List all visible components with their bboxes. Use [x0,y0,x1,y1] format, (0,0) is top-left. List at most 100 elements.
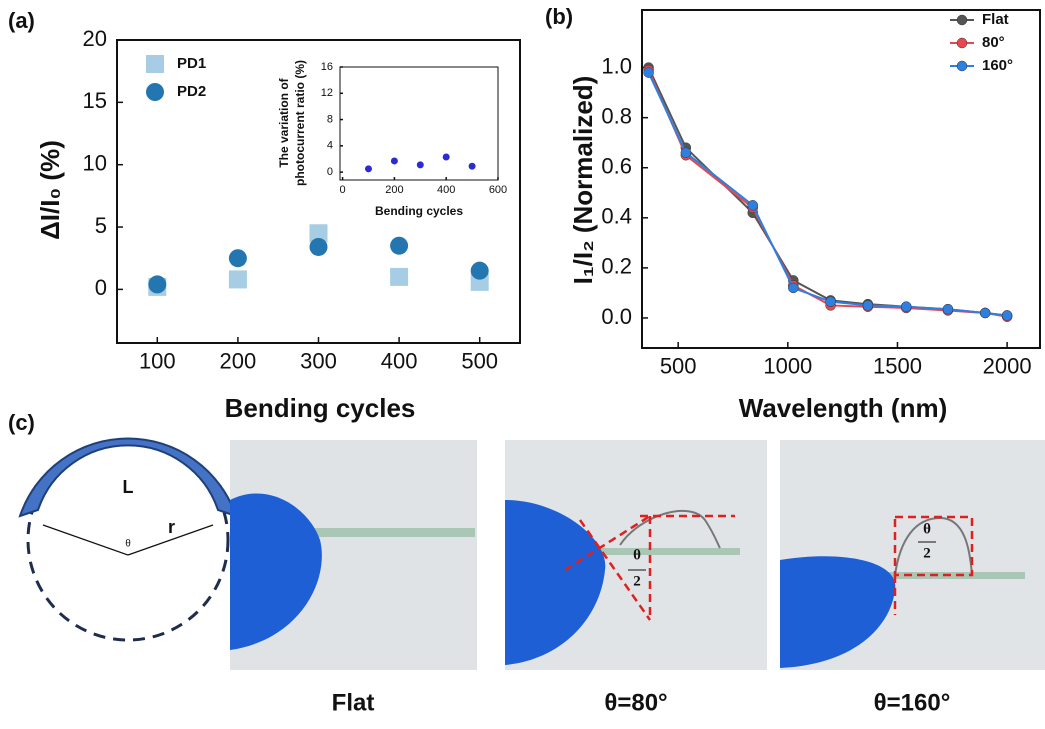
x-tick-label: 500 [660,354,697,379]
point [788,282,799,294]
photo-caption: θ=160° [874,689,951,716]
angle-guides [893,515,974,615]
y-tick-label: 5 [95,213,107,238]
radius-label: r [168,517,175,537]
point [470,261,489,280]
y-axis-label: The variation of [277,77,291,167]
arc-label: L [123,477,134,497]
radius-line [127,524,214,556]
point [942,303,954,315]
point [228,270,247,289]
point [680,147,692,158]
point [468,162,476,170]
legend-marker [146,55,164,73]
legend-marker [956,14,968,26]
angle-annotation: 2 [923,545,931,561]
panel-label: (a) [8,8,35,33]
x-tick-label: 400 [437,184,455,196]
panel-label: (b) [545,4,573,29]
point [148,275,167,294]
point [390,157,398,165]
glove [780,556,896,668]
angle-annotation: θ [923,521,931,537]
y-tick-label: 8 [327,113,333,125]
y-tick-label: 15 [83,88,107,113]
point [416,161,424,169]
point [747,200,758,211]
y-tick-label: 12 [321,87,333,99]
plot-frame [339,66,499,181]
point [979,307,991,319]
y-tick-label: 4 [327,140,333,152]
point [390,236,409,255]
legend-label: PD1 [177,55,206,72]
angle-annotation: 2 [633,573,641,589]
point [1001,310,1013,321]
y-tick-label: 0.0 [601,304,632,329]
y-tick-label: 0.8 [601,103,632,128]
series-line [647,72,1008,317]
point [228,249,247,268]
y-tick-label: 0.6 [601,154,632,179]
bending-diagram: L r θ [18,437,238,642]
x-tick-label: 2000 [983,354,1032,379]
angle-annotation: θ [633,547,641,563]
y-tick-label: 0 [95,275,107,300]
glove [505,500,606,665]
y-axis-label: ΔI/I₀ (%) [35,140,65,240]
legend-marker [146,83,164,101]
photo-caption: Flat [332,689,375,716]
legend-marker [956,60,968,72]
device-strip [305,528,475,537]
x-tick-label: 1500 [873,354,922,379]
y-tick-label: 10 [83,151,107,176]
plot-frame [641,9,1041,349]
point [643,67,654,78]
y-tick-label: 0.2 [601,254,632,279]
bent-film [619,510,721,549]
y-axis-label: I₁/I₂ (Normalized) [568,76,598,285]
angle-label: θ [125,539,131,550]
device-strip [600,548,740,555]
legend-marker [956,37,968,49]
photo: θ 2 [505,440,767,670]
series-line [647,69,1008,318]
point [309,224,328,243]
photo [230,440,477,670]
x-axis-label: Bending cycles [375,204,463,218]
series-line [647,67,1008,317]
x-axis-label: Wavelength (nm) [739,393,947,423]
y-tick-label: 1.0 [601,53,632,78]
y-tick-label: 0.4 [601,204,632,229]
y-axis-label: photocurrent ratio (%) [293,60,307,186]
photo-caption: θ=80° [604,689,667,716]
point [900,301,912,312]
point [390,267,409,286]
glove [230,493,322,650]
x-tick-label: 600 [489,184,507,196]
legend-label: PD2 [177,83,206,100]
y-tick-label: 0 [327,166,333,178]
legend-label: 160° [982,57,1013,74]
y-tick-label: 16 [321,61,333,73]
point [442,153,450,161]
x-tick-label: 100 [139,349,176,374]
x-tick-label: 400 [381,349,418,374]
x-axis-label: Bending cycles [225,393,416,423]
legend-label: Flat [982,11,1009,28]
x-tick-label: 200 [385,184,403,196]
x-tick-label: 1000 [763,354,812,379]
photo: θ 2 [780,440,1045,670]
point [309,237,328,256]
point [364,165,372,173]
device-strip [880,572,1025,579]
legend-label: 80° [982,34,1005,51]
x-tick-label: 300 [300,349,337,374]
x-tick-label: 200 [220,349,257,374]
angle-guides [564,514,735,621]
x-tick-label: 0 [340,184,346,196]
y-tick-label: 20 [83,26,107,51]
point [825,296,836,307]
point [862,300,874,311]
